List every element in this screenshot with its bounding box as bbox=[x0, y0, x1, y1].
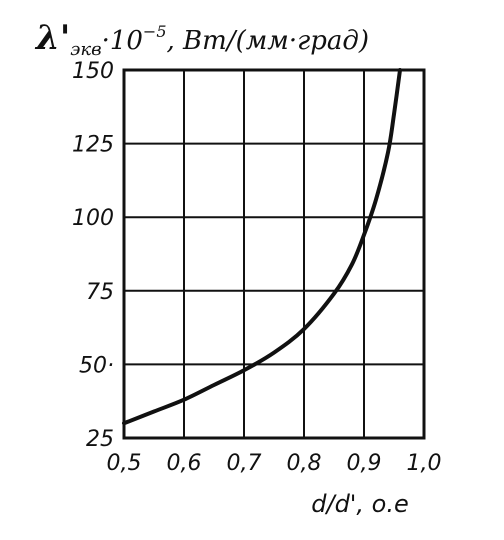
title-multiplier: ·10 bbox=[101, 26, 143, 56]
y-tick-label: 50· bbox=[79, 353, 114, 378]
series-curve bbox=[122, 68, 402, 426]
x-tick-label: 0,5 bbox=[107, 451, 142, 476]
x-tick-label: 0,6 bbox=[167, 451, 202, 476]
y-tick-label: 100 bbox=[72, 206, 114, 231]
x-axis-label: d/d', о.е bbox=[311, 490, 409, 518]
plot-frame bbox=[122, 68, 426, 440]
x-tick-label: 0,7 bbox=[227, 451, 262, 476]
title-subscript: экв bbox=[70, 39, 102, 60]
x-tick-label: 1,0 bbox=[407, 451, 442, 476]
title-unit: , Вт/(мм·град) bbox=[166, 26, 369, 56]
title-symbol: λ' bbox=[36, 18, 71, 58]
chart-title: λ'экв·10−5, Вт/(мм·град) bbox=[36, 18, 369, 60]
y-tick-label: 75 bbox=[86, 280, 114, 305]
y-tick-labels: 25 50· 75 100 125 150 bbox=[72, 59, 114, 452]
y-tick-label: 25 bbox=[86, 427, 114, 452]
x-tick-label: 0,9 bbox=[347, 451, 382, 476]
grid bbox=[123, 69, 425, 439]
y-tick-label: 150 bbox=[72, 59, 114, 84]
x-tick-label: 0,8 bbox=[287, 451, 322, 476]
x-tick-labels: 0,5 0,6 0,7 0,8 0,9 1,0 bbox=[107, 451, 442, 476]
y-tick-label: 125 bbox=[72, 133, 114, 158]
title-exponent: −5 bbox=[142, 22, 167, 41]
